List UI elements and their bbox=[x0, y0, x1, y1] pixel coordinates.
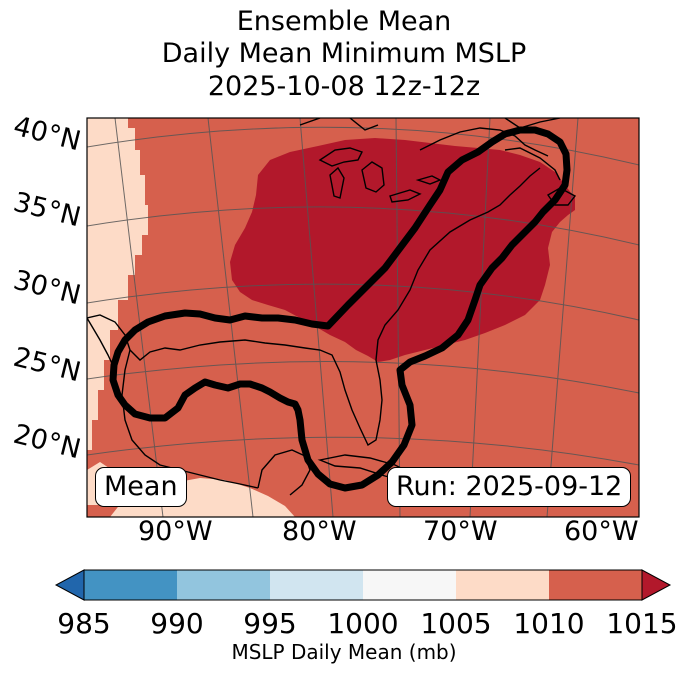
colorbar-seg-1000-1005 bbox=[363, 570, 456, 600]
lat-label-30: 30°N bbox=[10, 265, 84, 312]
mean-label-box: Mean bbox=[95, 467, 187, 507]
lat-label-20: 20°N bbox=[10, 419, 84, 466]
colorbar-frame bbox=[83, 569, 643, 601]
colorbar-tick-995: 995 bbox=[243, 607, 296, 640]
colorbar-extend-low bbox=[54, 569, 85, 601]
colorbar-seg-985-990 bbox=[84, 570, 177, 600]
colorbar-label: MSLP Daily Mean (mb) bbox=[231, 640, 457, 664]
lat-label-25: 25°N bbox=[10, 342, 84, 389]
colorbar-extend-high bbox=[641, 569, 672, 601]
colorbar-tick-985: 985 bbox=[57, 607, 110, 640]
colorbar: 985 990 995 1000 1005 1010 1015 bbox=[54, 569, 678, 640]
lon-label-90w: 90°W bbox=[138, 516, 213, 547]
lon-label-70w: 70°W bbox=[423, 516, 498, 547]
colorbar-tick-1010: 1010 bbox=[513, 607, 584, 640]
map-panel bbox=[87, 118, 639, 517]
run-date-box: Run: 2025-09-12 bbox=[387, 467, 632, 507]
lat-label-40: 40°N bbox=[10, 111, 84, 158]
title-line-3: 2025-10-08 12z-12z bbox=[207, 71, 481, 102]
colorbar-tick-1015: 1015 bbox=[606, 607, 677, 640]
colorbar-seg-995-1000 bbox=[270, 570, 363, 600]
colorbar-tick-990: 990 bbox=[150, 607, 203, 640]
lon-label-60w: 60°W bbox=[564, 516, 639, 547]
title-line-2: Daily Mean Minimum MSLP bbox=[161, 38, 527, 69]
fill-1005-1010-west bbox=[87, 118, 148, 450]
colorbar-seg-1005-1010 bbox=[456, 570, 549, 600]
lon-label-80w: 80°W bbox=[282, 516, 357, 547]
colorbar-seg-1010-1015 bbox=[549, 570, 642, 600]
colorbar-seg-990-995 bbox=[177, 570, 270, 600]
colorbar-tick-1005: 1005 bbox=[420, 607, 491, 640]
title-line-1: Ensemble Mean bbox=[236, 6, 452, 37]
contour-1015 bbox=[109, 126, 571, 492]
colorbar-tick-1000: 1000 bbox=[327, 607, 398, 640]
lat-label-35: 35°N bbox=[10, 187, 84, 234]
coastlines bbox=[87, 118, 577, 496]
map-frame bbox=[86, 117, 640, 518]
